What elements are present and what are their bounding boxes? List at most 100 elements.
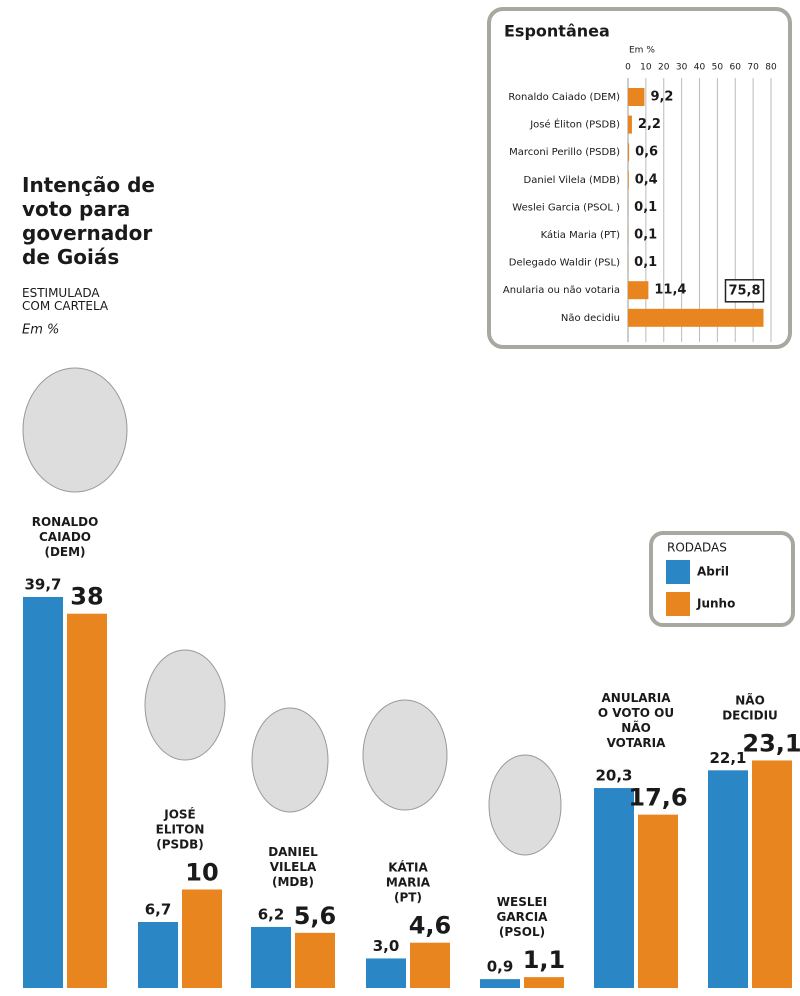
x-tick-label: 30 xyxy=(676,63,688,73)
category-label-line: ELITON xyxy=(156,822,205,836)
value-label: 20,3 xyxy=(595,767,632,785)
x-tick-label: 40 xyxy=(694,63,706,73)
value-label: 0,4 xyxy=(635,172,658,187)
inset-frame xyxy=(487,7,792,349)
category-label-line: MARIA xyxy=(386,875,431,889)
bar xyxy=(628,308,764,327)
category-label: Kátia Maria (PT) xyxy=(541,229,621,241)
portrait xyxy=(362,699,448,811)
portrait xyxy=(144,649,226,761)
value-label: 0,6 xyxy=(635,145,658,160)
category-label-line: VILELA xyxy=(270,859,317,873)
chart-title-line: de Goiás xyxy=(22,245,119,269)
value-label: 75,8 xyxy=(728,283,760,298)
bar xyxy=(251,926,291,988)
value-label: 1,1 xyxy=(523,946,566,974)
legend-swatch xyxy=(666,560,690,584)
x-tick-label: 70 xyxy=(747,63,759,73)
bar xyxy=(366,958,406,988)
bar xyxy=(67,613,107,988)
portrait xyxy=(488,754,562,856)
value-label: 0,1 xyxy=(634,200,657,215)
category-label-line: ANULARIA xyxy=(602,691,672,705)
value-label: 3,0 xyxy=(373,937,400,955)
bar xyxy=(182,889,222,988)
category-label: KÁTIA MARIA (PT) xyxy=(386,859,431,904)
callout-box xyxy=(724,279,765,303)
bar xyxy=(708,770,748,988)
unit-label: Em % xyxy=(22,323,59,338)
category-label-line: O VOTO OU xyxy=(598,706,674,720)
inset-axis-label: Em % xyxy=(629,46,655,56)
value-label: 23,1 xyxy=(742,729,800,757)
bar xyxy=(594,788,634,988)
category-label: José Éliton (PSDB) xyxy=(529,118,620,131)
category-label: Weslei Garcia (PSOL ) xyxy=(512,202,620,213)
x-tick-label: 0 xyxy=(625,63,631,73)
value-label: 39,7 xyxy=(24,575,61,593)
bar xyxy=(628,88,645,106)
category-label-line: (MDB) xyxy=(272,874,314,888)
category-label: Marconi Perillo (PSDB) xyxy=(509,147,620,158)
category-label-line: KÁTIA xyxy=(388,859,428,874)
category-label: WESLEI GARCIA (PSOL) xyxy=(497,895,549,939)
chart-subtitle: ESTIMULADA COM CARTELA xyxy=(22,286,109,313)
value-label: 2,2 xyxy=(638,117,661,132)
category-label: Delegado Waldir (PSL) xyxy=(509,258,620,269)
category-label: NÃO DECIDIU xyxy=(722,692,778,722)
portrait xyxy=(22,367,128,493)
category-label-line: VOTARIA xyxy=(607,736,667,750)
legend-title: RODADAS xyxy=(667,541,727,555)
category-label: Não decidiu xyxy=(561,313,620,324)
category-label-line: CAIADO xyxy=(39,529,91,543)
category-label-line: DECIDIU xyxy=(722,708,778,722)
value-label: 38 xyxy=(70,583,103,611)
category-label-line: DANIEL xyxy=(268,844,318,858)
category-label-line: GARCIA xyxy=(497,910,549,924)
x-tick-label: 20 xyxy=(658,63,670,73)
bar xyxy=(295,932,335,988)
bar xyxy=(638,814,678,988)
legend-label: Junho xyxy=(696,597,735,611)
value-label: 9,2 xyxy=(650,90,673,105)
x-tick-label: 80 xyxy=(765,63,777,73)
bar xyxy=(23,596,63,988)
category-label: RONALDO CAIADO (DEM) xyxy=(32,514,99,558)
category-label-line: NÃO xyxy=(735,692,765,707)
bar xyxy=(138,922,178,988)
category-label: Daniel Vilela (MDB) xyxy=(524,175,621,186)
bar xyxy=(628,281,649,300)
category-label-line: (PSDB) xyxy=(156,837,204,851)
bar xyxy=(410,942,450,988)
value-label: 10 xyxy=(185,859,218,887)
category-label-line: WESLEI xyxy=(497,895,547,909)
bar xyxy=(628,143,630,162)
bar xyxy=(752,760,792,988)
category-label-line: (PSOL) xyxy=(499,925,545,939)
category-label: DANIEL VILELA (MDB) xyxy=(268,844,318,888)
portraits xyxy=(22,367,562,856)
value-label: 5,6 xyxy=(294,902,337,930)
bar xyxy=(480,979,520,988)
x-tick-label: 10 xyxy=(640,63,652,73)
x-tick-label: 50 xyxy=(712,63,724,73)
category-label-line: NÃO xyxy=(621,720,651,735)
chart-title: Intenção de voto para governador de Goiás xyxy=(22,173,155,269)
inset-title: Espontânea xyxy=(504,22,610,41)
category-label-line: JOSÉ xyxy=(163,806,196,821)
category-label: Ronaldo Caiado (DEM) xyxy=(508,92,620,103)
category-label-line: RONALDO xyxy=(32,514,99,528)
value-label: 11,4 xyxy=(654,283,686,298)
bar xyxy=(628,115,632,134)
category-label-line: (DEM) xyxy=(44,544,85,558)
chart-subtitle-line: COM CARTELA xyxy=(22,299,109,313)
value-label: 0,9 xyxy=(487,958,514,976)
portrait xyxy=(251,707,329,813)
category-label: ANULARIA O VOTO OU NÃO VOTARIA xyxy=(598,691,674,750)
value-label: 0,1 xyxy=(634,228,657,243)
value-label: 6,2 xyxy=(258,905,285,923)
value-label: 17,6 xyxy=(628,784,687,812)
value-label: 0,1 xyxy=(634,255,657,270)
bar xyxy=(628,170,629,189)
